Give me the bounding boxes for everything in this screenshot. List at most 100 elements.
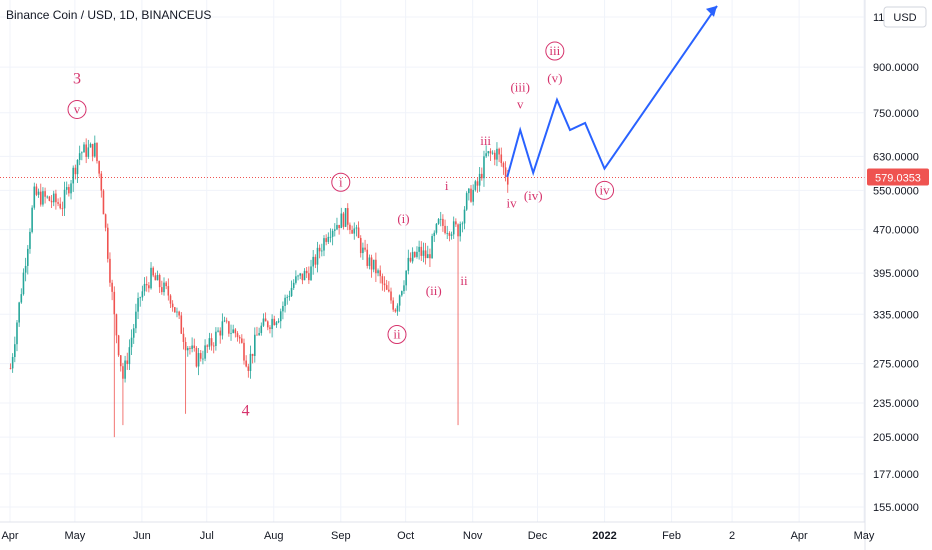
- candle-body: [336, 224, 338, 230]
- last-price-value: 579.0353: [875, 172, 921, 184]
- projection-arrowhead: [705, 5, 717, 17]
- candle-body: [46, 196, 49, 198]
- candle-body: [426, 254, 429, 259]
- candle-body: [122, 366, 124, 379]
- candle-body: [219, 330, 222, 336]
- candle-body: [247, 366, 250, 371]
- candle-body: [70, 183, 72, 194]
- candle-body: [251, 353, 254, 356]
- candle-body: [184, 341, 187, 351]
- candle-body: [111, 282, 113, 292]
- candle-body: [359, 237, 362, 254]
- candle-body: [225, 320, 228, 322]
- wave-label: (i): [397, 211, 409, 226]
- wave-label: (iii): [510, 79, 530, 94]
- candle-body: [305, 270, 308, 274]
- candle-body: [506, 176, 509, 185]
- candle-body: [254, 334, 256, 356]
- candle-body: [150, 267, 152, 289]
- candle-body: [368, 257, 371, 266]
- candle-body: [212, 345, 215, 347]
- candle-body: [394, 309, 397, 312]
- candle-body: [381, 276, 384, 284]
- candle-body: [230, 332, 232, 334]
- candle-body: [167, 286, 170, 296]
- candle-body: [243, 342, 245, 361]
- candle-body: [132, 328, 135, 338]
- time-tick-label: Oct: [397, 530, 414, 542]
- candle-body: [442, 218, 444, 226]
- wave-projection-path: [506, 5, 718, 178]
- candle-body: [128, 347, 131, 365]
- candle-body: [94, 142, 96, 157]
- candle-body: [297, 275, 299, 277]
- candle-body: [234, 329, 237, 334]
- candle-body: [316, 247, 319, 265]
- time-tick-label: Apr: [791, 530, 808, 542]
- candle-body: [126, 360, 129, 365]
- candle-body: [401, 291, 403, 296]
- wave-label: i: [339, 174, 343, 189]
- candle-body: [109, 258, 111, 283]
- candle-body: [78, 153, 81, 160]
- candle-body: [148, 285, 150, 289]
- candle-body: [199, 353, 202, 359]
- candle-body: [424, 250, 427, 259]
- candle-body: [115, 314, 118, 336]
- candle-body: [258, 333, 260, 336]
- wave-label: i: [445, 178, 449, 193]
- price-tick-label: 335.0000: [873, 309, 919, 321]
- candle-body: [39, 191, 42, 205]
- candle-body: [137, 298, 139, 312]
- candle-body: [375, 259, 377, 274]
- wave-label: iv: [507, 195, 518, 210]
- candle-body: [26, 248, 29, 266]
- candle-body: [9, 368, 12, 370]
- candle-body: [63, 189, 66, 209]
- candle-body: [76, 159, 79, 175]
- candle-body: [439, 218, 442, 220]
- time-tick-label: Jul: [200, 530, 214, 542]
- candle-body: [266, 321, 269, 328]
- candle-body: [325, 238, 327, 242]
- candle-body: [388, 289, 390, 292]
- candle-body: [87, 147, 90, 157]
- candle-body: [342, 213, 345, 227]
- candle-body: [431, 236, 433, 259]
- candle-body: [57, 202, 59, 204]
- candle-body: [154, 275, 157, 281]
- candle-body: [364, 247, 366, 250]
- candle-body: [435, 223, 438, 233]
- chart-title: Binance Coin / USD, 1D, BINANCEUS: [6, 8, 212, 22]
- candle-body: [176, 311, 178, 313]
- candle-body: [370, 257, 373, 270]
- candle-body: [496, 148, 498, 160]
- candle-body: [407, 257, 410, 271]
- currency-label: USD: [893, 12, 916, 24]
- candle-body: [178, 311, 180, 316]
- candle-body: [292, 282, 295, 288]
- candle-body: [396, 305, 399, 312]
- price-tick-label: 900.0000: [873, 62, 919, 74]
- candle-body: [232, 329, 234, 333]
- candle-body: [299, 273, 302, 276]
- candle-body: [502, 163, 505, 168]
- time-tick-label: Sep: [331, 530, 351, 542]
- candle-body: [463, 209, 466, 224]
- candle-body: [472, 189, 474, 202]
- price-tick-label: 395.0000: [873, 268, 919, 280]
- candle-body: [215, 331, 217, 346]
- time-tick-label: Apr: [1, 530, 18, 542]
- candle-body: [85, 144, 87, 157]
- candle-body: [314, 256, 317, 265]
- candle-body: [249, 353, 252, 371]
- candle-body: [102, 190, 105, 215]
- candle-body: [35, 186, 38, 195]
- candle-body: [390, 291, 392, 301]
- candle-body: [52, 193, 55, 203]
- candle-body: [143, 283, 146, 292]
- candle-body: [500, 154, 503, 164]
- currency-button[interactable]: USD: [883, 6, 927, 28]
